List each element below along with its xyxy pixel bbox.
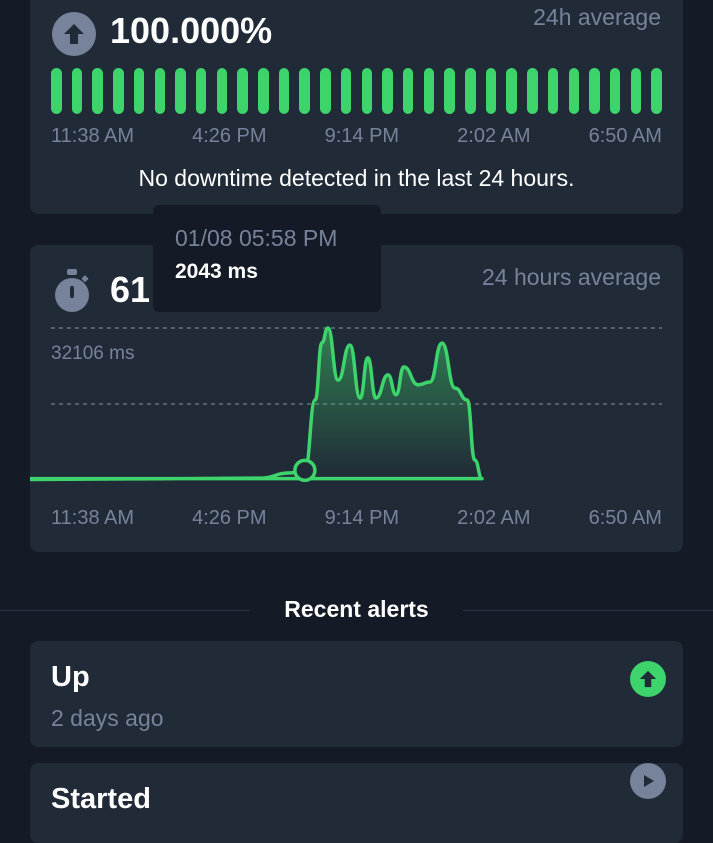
arrow-up-circle-icon [52,12,96,56]
uptime-bar[interactable] [527,68,538,114]
uptime-card: 100.000% 24h average 11:38 AM 4:26 PM 9:14… [30,0,683,214]
uptime-bar[interactable] [423,68,435,114]
response-time-chart[interactable] [30,245,683,552]
uptime-bar[interactable] [444,68,455,114]
uptime-bar[interactable] [299,68,310,114]
uptime-bar[interactable] [402,68,414,114]
alert-time: 2 days ago [51,705,164,731]
uptime-bar[interactable] [361,68,373,114]
uptime-x-axis: 11:38 AM 4:26 PM 9:14 PM 2:02 AM 6:50 AM [51,125,662,148]
divider [463,610,713,611]
alert-item[interactable]: Started [30,763,683,843]
play-circle-icon [630,763,666,799]
uptime-bar[interactable] [51,68,62,114]
chart-area [30,328,483,480]
uptime-bar[interactable] [320,68,331,114]
uptime-bar[interactable] [133,68,145,114]
uptime-bar[interactable] [237,68,248,114]
alert-title: Up [51,661,90,693]
uptime-bar[interactable] [258,68,269,114]
uptime-bar[interactable] [175,68,186,114]
alert-item[interactable]: Up 2 days ago [30,641,683,747]
uptime-bar[interactable] [382,68,393,114]
tooltip-value: 2043 ms [175,260,258,283]
uptime-bar[interactable] [506,68,517,114]
uptime-bar[interactable] [154,68,166,114]
tooltip-date: 01/08 05:58 PM [175,225,338,251]
chart-tooltip: 01/08 05:58 PM 2043 ms [153,205,381,312]
uptime-value: 100.000% [110,10,273,51]
tick: 4:26 PM [192,507,267,529]
arrow-up-circle-icon [630,661,666,697]
tick: 6:50 AM [588,507,662,529]
uptime-bar[interactable] [92,68,103,114]
response-x-axis: 11:38 AM 4:26 PM 9:14 PM 2:02 AM 6:50 AM [51,507,662,530]
tick: 9:14 PM [324,507,400,529]
uptime-bar[interactable] [195,68,207,114]
uptime-bar[interactable] [278,68,290,114]
uptime-bar[interactable] [547,68,559,114]
tick: 11:38 AM [51,125,135,147]
uptime-bar[interactable] [216,68,228,114]
downtime-message: No downtime detected in the last 24 hour… [138,165,575,191]
uptime-bar[interactable] [589,68,600,114]
tick: 2:02 AM [457,507,531,529]
tick: 6:50 AM [588,125,662,147]
uptime-bar[interactable] [71,68,83,114]
uptime-bar[interactable] [485,68,497,114]
uptime-bar[interactable] [609,68,621,114]
uptime-bar[interactable] [340,68,352,114]
tick: 4:26 PM [192,125,267,147]
reference-label: 32106 ms [51,343,135,364]
response-value: 61 [110,269,151,310]
uptime-bar[interactable] [630,68,642,114]
recent-alerts-heading: Recent alerts [284,596,429,622]
uptime-bar[interactable] [568,68,580,114]
uptime-avg-label: 24h average [533,4,661,30]
tick: 2:02 AM [457,125,531,147]
tick: 11:38 AM [51,507,135,529]
tick: 9:14 PM [324,125,400,147]
uptime-bar[interactable] [113,68,124,114]
uptime-bar[interactable] [651,68,662,114]
uptime-bar[interactable] [465,68,476,114]
highlight-point [293,458,317,483]
stopwatch-icon [52,269,92,318]
uptime-bars [51,68,662,114]
divider [0,610,250,611]
response-avg-label: 24 hours average [481,264,661,290]
